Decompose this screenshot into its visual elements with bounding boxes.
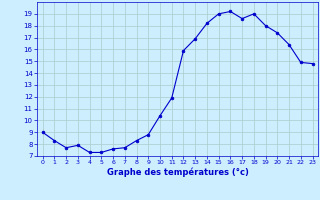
- X-axis label: Graphe des températures (°c): Graphe des températures (°c): [107, 168, 249, 177]
